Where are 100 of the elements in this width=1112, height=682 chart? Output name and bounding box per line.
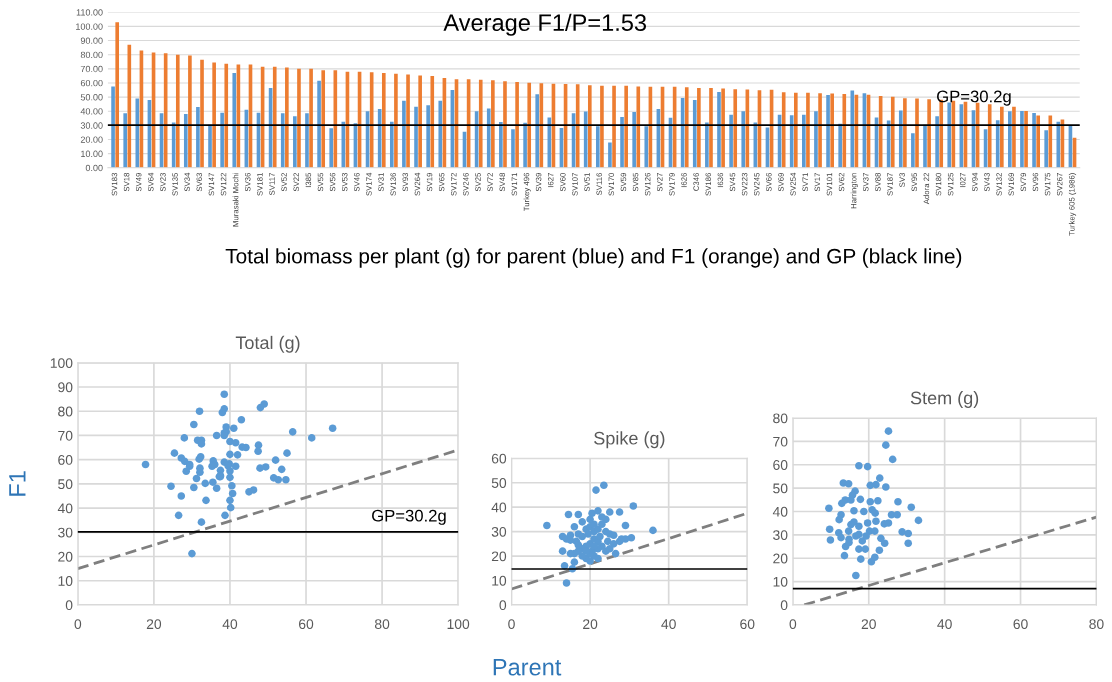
bar — [321, 70, 326, 168]
bar — [115, 22, 120, 168]
bar — [111, 86, 115, 168]
bar — [890, 96, 895, 168]
x-tick-label: 80 — [374, 619, 390, 630]
bar — [684, 87, 689, 168]
bar — [987, 104, 992, 168]
bar — [127, 44, 132, 168]
bar — [491, 80, 495, 168]
y-tick-label: 50 — [58, 479, 73, 490]
bar — [620, 116, 624, 168]
chart-title: Spike (g) — [594, 431, 665, 449]
y-tick-label: 90 — [58, 382, 73, 393]
chart-title: Stem (g) — [910, 391, 979, 408]
bar — [575, 84, 580, 168]
bar — [499, 122, 503, 168]
y-tick-label: 80.00 — [80, 51, 103, 59]
bar — [305, 113, 309, 168]
bar — [903, 98, 907, 168]
bar — [438, 100, 443, 168]
y-tick-label: 20 — [58, 551, 73, 562]
bar — [317, 80, 321, 168]
y-tick-label: 110.00 — [76, 9, 103, 16]
y-tick-label: 100.00 — [76, 23, 103, 30]
x-tick-label: 60 — [1013, 619, 1028, 630]
bar — [478, 79, 483, 168]
bar — [527, 82, 532, 168]
bar — [503, 81, 507, 168]
bar — [636, 86, 641, 168]
bar — [789, 115, 794, 168]
bar — [802, 114, 806, 168]
ref-line-label: GP=30.2g — [372, 509, 446, 525]
x-axis-title: Parent — [493, 659, 562, 676]
bar — [830, 93, 834, 168]
y-axis-title: F1 — [9, 471, 26, 496]
x-tick-label: 100 — [447, 619, 470, 630]
bar — [426, 105, 430, 168]
y-tick-label: 0.00 — [85, 164, 103, 172]
y-tick-label: 50.00 — [80, 94, 103, 101]
bar — [915, 98, 919, 168]
y-tick-label: 20 — [773, 553, 788, 564]
bar — [1000, 106, 1004, 168]
bar — [923, 124, 927, 168]
bar — [717, 92, 721, 168]
bar — [781, 92, 786, 168]
bar — [212, 62, 216, 168]
bar — [123, 113, 128, 168]
bar — [995, 120, 1000, 168]
bar — [644, 126, 649, 168]
bar — [911, 133, 915, 168]
ref-line-label: GP=30.2g — [937, 90, 1011, 106]
bar — [587, 85, 592, 168]
bar — [381, 73, 386, 168]
y-tick-label: 100 — [50, 358, 73, 368]
y-tick-label: 0 — [65, 600, 73, 611]
bar — [220, 112, 224, 168]
text: Total biomass per plant (g) for parent (blue) and F1 (orange) and GP (black line) — [225, 248, 962, 268]
annotation: Average F1/P=1.53 — [443, 13, 647, 36]
y-tick-label: 40 — [57, 503, 73, 514]
bar — [196, 106, 200, 168]
bar — [414, 106, 418, 168]
bar — [595, 126, 600, 168]
bar — [927, 99, 931, 168]
y-tick-label: 60 — [58, 455, 73, 465]
bar — [135, 98, 140, 168]
y-tick-label: 10.00 — [81, 150, 103, 157]
y-tick-label: 50 — [491, 478, 507, 488]
y-tick-label: 30 — [58, 527, 73, 538]
y-tick-label: 40 — [491, 502, 507, 513]
bar — [1048, 115, 1053, 168]
y-tick-label: 60 — [773, 460, 788, 470]
bar — [232, 73, 237, 168]
bar — [1020, 110, 1024, 168]
x-tick-label: 0 — [789, 619, 797, 630]
y-tick-label: 40.00 — [80, 108, 103, 115]
x-tick-label: 40 — [937, 619, 952, 630]
y-tick-label: 70.00 — [80, 65, 103, 73]
bar — [406, 74, 410, 168]
bar — [183, 114, 188, 168]
x-tick-label: 40 — [661, 619, 676, 630]
bar — [511, 129, 515, 168]
bar — [850, 90, 855, 168]
bar — [523, 122, 527, 168]
bar — [515, 81, 519, 168]
bar — [297, 68, 301, 168]
bar — [697, 87, 701, 168]
bar — [842, 93, 847, 168]
bar — [208, 124, 212, 168]
bar — [826, 94, 830, 168]
bar — [1036, 115, 1040, 168]
y-tick-label: 70 — [773, 436, 788, 447]
y-tick-label: 30 — [491, 526, 507, 537]
bar — [272, 66, 277, 168]
x-tick-label: 40 — [222, 619, 238, 630]
y-tick-label: 0 — [499, 600, 507, 611]
y-tick-label: 60 — [491, 453, 507, 464]
bar — [329, 128, 334, 168]
x-tick-label: 60 — [740, 619, 755, 630]
y-tick-label: 10 — [773, 576, 788, 587]
bar — [224, 63, 229, 168]
